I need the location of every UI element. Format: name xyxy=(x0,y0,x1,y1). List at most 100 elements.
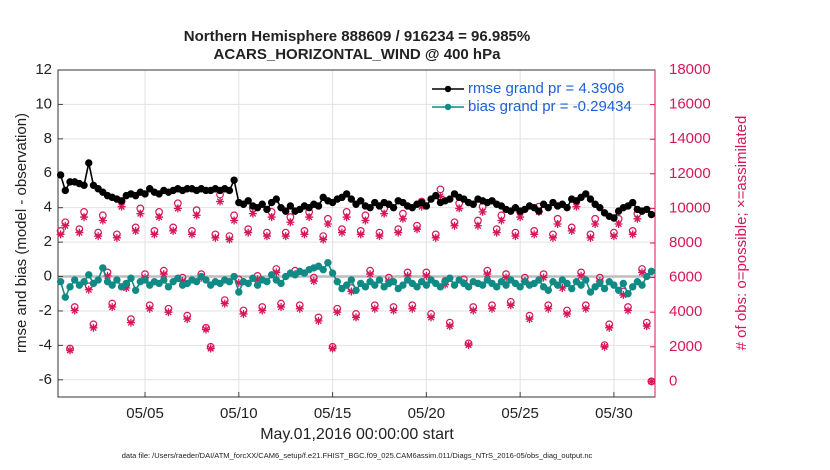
obs-assimilated xyxy=(173,204,182,213)
obs-assimilated xyxy=(281,232,290,241)
obs-assimilated xyxy=(633,214,642,223)
data-point xyxy=(99,264,107,272)
obs-assimilated xyxy=(525,315,534,324)
y2-tick-label: 10000 xyxy=(669,199,711,216)
data-point xyxy=(544,286,552,294)
obs-assimilated xyxy=(267,213,276,222)
obs-assimilated xyxy=(558,284,567,292)
obs-assimilated xyxy=(248,209,257,218)
obs-assimilated xyxy=(422,271,431,280)
obs-assimilated xyxy=(145,304,154,313)
data-point xyxy=(596,203,604,212)
data-point xyxy=(366,203,374,212)
data-point xyxy=(333,277,341,286)
x-axis-label: May.01,2016 00:00:00 start xyxy=(260,426,454,443)
obs-assimilated xyxy=(619,290,628,299)
obs-possible xyxy=(436,185,445,194)
obs-assimilated xyxy=(201,325,210,334)
data-point xyxy=(108,281,116,289)
data-point xyxy=(446,274,454,282)
y2-tick-label: 18000 xyxy=(669,61,711,78)
data-point xyxy=(230,272,238,281)
obs-assimilated xyxy=(511,232,520,241)
data-point xyxy=(553,281,562,289)
obs-assimilated xyxy=(333,308,342,317)
data-point xyxy=(628,283,637,291)
data-point xyxy=(319,265,327,274)
data-point xyxy=(61,293,70,301)
data-point xyxy=(600,284,609,293)
obs-assimilated xyxy=(122,284,131,292)
data-point xyxy=(413,283,421,291)
obs-assimilated xyxy=(436,192,445,201)
obs-assimilated xyxy=(638,268,647,277)
obs-assimilated xyxy=(614,219,623,228)
data-point xyxy=(324,259,332,267)
obs-assimilated xyxy=(445,322,454,331)
obs-assimilated xyxy=(366,270,375,279)
data-point xyxy=(563,279,571,288)
obs-assimilated xyxy=(272,268,281,277)
y-tick-label: 10 xyxy=(35,95,52,112)
data-point xyxy=(253,281,262,289)
data-point xyxy=(94,276,102,284)
plot-frame xyxy=(57,69,656,398)
y2-tick-label: 16000 xyxy=(669,96,711,113)
obs-assimilated xyxy=(600,342,609,351)
data-point xyxy=(342,281,351,289)
data-point xyxy=(432,191,440,200)
x-tick-label: 05/25 xyxy=(501,405,539,422)
obs-assimilated xyxy=(211,233,220,242)
data-point xyxy=(389,277,398,286)
obs-assimilated xyxy=(394,228,403,237)
obs-assimilated xyxy=(75,228,84,237)
data-point xyxy=(347,276,356,284)
data-point xyxy=(610,281,618,289)
obs-assimilated xyxy=(183,315,192,324)
obs-assimilated xyxy=(309,277,318,286)
obs-assimilated xyxy=(398,214,407,223)
obs-assimilated xyxy=(262,232,271,241)
obs-assimilated xyxy=(642,322,651,331)
obs-assimilated xyxy=(516,213,525,222)
x-tick-label: 05/15 xyxy=(314,405,352,422)
obs-assimilated xyxy=(169,226,178,235)
data-point xyxy=(117,197,126,205)
obs-assimilated xyxy=(136,209,145,218)
data-point xyxy=(446,195,454,203)
footnote: data file: /Users/raeder/DAI/ATM_forcXX/… xyxy=(122,451,593,460)
obs-assimilated xyxy=(492,228,501,237)
y-tick-label: -2 xyxy=(39,302,52,319)
obs-assimilated xyxy=(427,313,436,322)
obs-assimilated xyxy=(206,344,215,353)
obs-assimilated xyxy=(220,299,229,308)
data-point xyxy=(544,203,552,212)
obs-assimilated xyxy=(342,213,351,222)
obs-assimilated xyxy=(502,273,511,282)
obs-assimilated xyxy=(300,230,309,239)
obs-assimilated xyxy=(548,233,557,242)
obs-assimilated xyxy=(253,275,262,284)
data-point xyxy=(263,277,271,286)
obs-assimilated xyxy=(464,341,473,350)
x-tick-label: 05/05 xyxy=(126,405,164,422)
data-point xyxy=(357,197,365,205)
data-point xyxy=(61,186,70,195)
obs-assimilated xyxy=(216,197,225,206)
obs-assimilated xyxy=(417,202,426,211)
y-tick-label: 12 xyxy=(35,61,52,78)
obs-assimilated xyxy=(305,213,314,222)
data-point xyxy=(361,283,370,291)
data-point xyxy=(192,277,201,286)
data-point xyxy=(225,277,234,286)
data-point xyxy=(643,205,651,214)
obs-assimilated xyxy=(244,228,253,237)
obs-assimilated xyxy=(356,230,365,239)
data-point xyxy=(244,197,252,205)
data-point xyxy=(267,271,276,279)
obs-assimilated xyxy=(581,304,590,313)
obs-assimilated xyxy=(469,306,478,315)
y2-tick-label: 4000 xyxy=(669,303,702,320)
legend-label: rmse grand pr = 4.3906 xyxy=(468,80,624,97)
obs-assimilated xyxy=(56,230,65,239)
